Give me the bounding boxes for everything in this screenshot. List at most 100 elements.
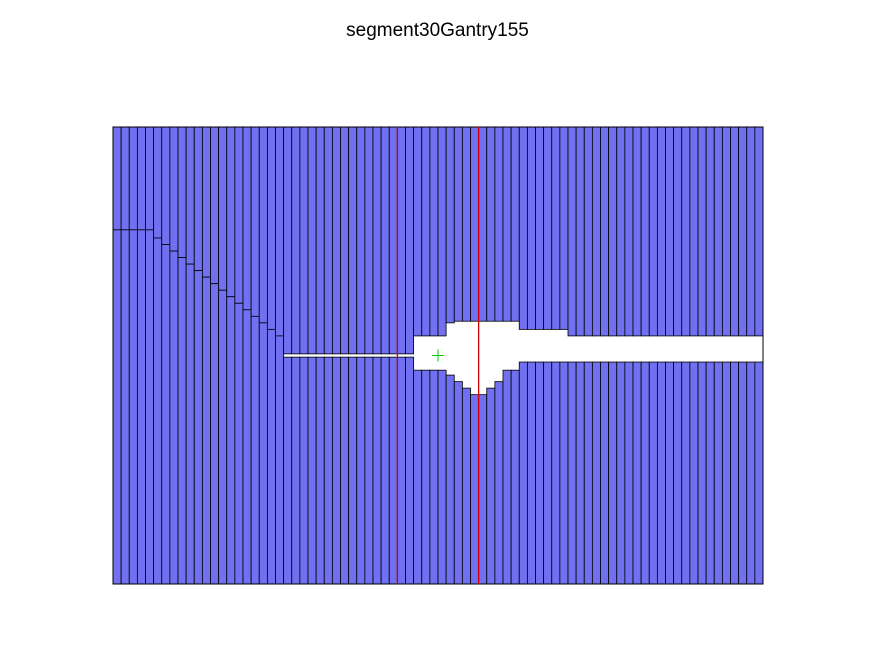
lower-leaf: [429, 369, 439, 585]
lower-leaf: [494, 381, 504, 585]
upper-leaf: [307, 126, 317, 355]
upper-leaf: [673, 126, 683, 337]
lower-leaf: [161, 244, 171, 585]
upper-leaf: [697, 126, 707, 337]
lower-leaf: [648, 361, 658, 585]
lower-leaf: [128, 229, 138, 585]
upper-leaf: [380, 126, 390, 355]
upper-leaf: [388, 126, 398, 355]
upper-leaf: [242, 126, 252, 311]
lower-leaf: [486, 387, 496, 585]
upper-leaf: [421, 126, 431, 337]
upper-leaf: [275, 126, 285, 337]
lower-leaf: [453, 381, 463, 585]
lower-leaf: [364, 356, 374, 585]
upper-leaf: [486, 126, 496, 322]
upper-leaf: [112, 126, 122, 231]
lower-leaf: [713, 361, 723, 585]
lower-leaf: [226, 296, 236, 585]
lower-leaf: [283, 356, 293, 585]
upper-leaf: [153, 126, 163, 239]
upper-leaf: [535, 126, 545, 330]
upper-leaf: [266, 126, 276, 330]
upper-leaf: [299, 126, 309, 355]
figure-title: segment30Gantry155: [346, 20, 529, 41]
upper-leaf: [551, 126, 561, 330]
upper-leaf: [608, 126, 618, 337]
lower-leaf: [681, 361, 691, 585]
upper-leaf: [478, 126, 488, 322]
lower-leaf: [388, 356, 398, 585]
lower-leaf: [583, 361, 593, 585]
lower-leaf: [470, 394, 480, 585]
upper-leaf: [656, 126, 666, 337]
lower-leaf: [478, 394, 488, 585]
upper-leaf: [291, 126, 301, 355]
lower-leaf: [518, 361, 528, 585]
upper-leaf: [250, 126, 260, 317]
lower-leaf: [177, 257, 187, 585]
upper-leaf: [526, 126, 536, 330]
lower-leaf: [169, 250, 179, 585]
lower-leaf: [323, 356, 333, 585]
upper-leaf: [356, 126, 366, 355]
upper-leaf: [136, 126, 146, 231]
upper-leaf: [177, 126, 187, 258]
upper-leaf: [429, 126, 439, 337]
lower-leaf: [721, 361, 731, 585]
upper-leaf: [210, 126, 220, 285]
upper-leaf: [193, 126, 203, 272]
lower-leaf: [535, 361, 545, 585]
upper-leaf: [161, 126, 171, 245]
upper-leaf: [258, 126, 268, 324]
lower-leaf: [421, 369, 431, 585]
lower-leaf: [665, 361, 675, 585]
upper-leaf: [315, 126, 325, 355]
lower-leaf: [291, 356, 301, 585]
lower-leaf: [380, 356, 390, 585]
lower-leaf: [730, 361, 740, 585]
upper-leaf: [445, 126, 455, 324]
upper-leaf: [323, 126, 333, 355]
upper-leaf: [746, 126, 756, 337]
lower-leaf: [234, 302, 244, 585]
upper-leaf: [405, 126, 415, 355]
upper-leaf: [364, 126, 374, 355]
upper-leaf: [591, 126, 601, 337]
lower-leaf: [145, 229, 155, 585]
field-border: [112, 126, 764, 585]
upper-leaf: [234, 126, 244, 304]
upper-leaf: [348, 126, 358, 355]
lower-leaf: [396, 356, 406, 585]
lower-leaf: [705, 361, 715, 585]
lower-leaf: [201, 276, 211, 585]
upper-leaf: [331, 126, 341, 355]
upper-leaf: [730, 126, 740, 337]
upper-leaf: [518, 126, 528, 330]
upper-leaf: [689, 126, 699, 337]
lower-leaf: [372, 356, 382, 585]
lower-leaf: [250, 315, 260, 585]
lower-leaf: [656, 361, 666, 585]
lower-leaf: [356, 356, 366, 585]
lower-leaf: [502, 369, 512, 585]
lower-leaf: [437, 369, 447, 585]
lower-leaf: [697, 361, 707, 585]
upper-leaf: [372, 126, 382, 355]
upper-leaf: [583, 126, 593, 337]
upper-leaf: [738, 126, 748, 337]
upper-leaf: [721, 126, 731, 337]
lower-leaf: [689, 361, 699, 585]
lower-leaf: [640, 361, 650, 585]
lower-leaf: [632, 361, 642, 585]
lower-leaf: [575, 361, 585, 585]
upper-leaf: [502, 126, 512, 322]
lower-leaf: [624, 361, 634, 585]
upper-leaf: [128, 126, 138, 231]
lower-leaf: [591, 361, 601, 585]
upper-leaf: [453, 126, 463, 322]
lower-leaf: [608, 361, 618, 585]
lower-leaf: [543, 361, 553, 585]
upper-leaf: [340, 126, 350, 355]
upper-leaf: [494, 126, 504, 322]
